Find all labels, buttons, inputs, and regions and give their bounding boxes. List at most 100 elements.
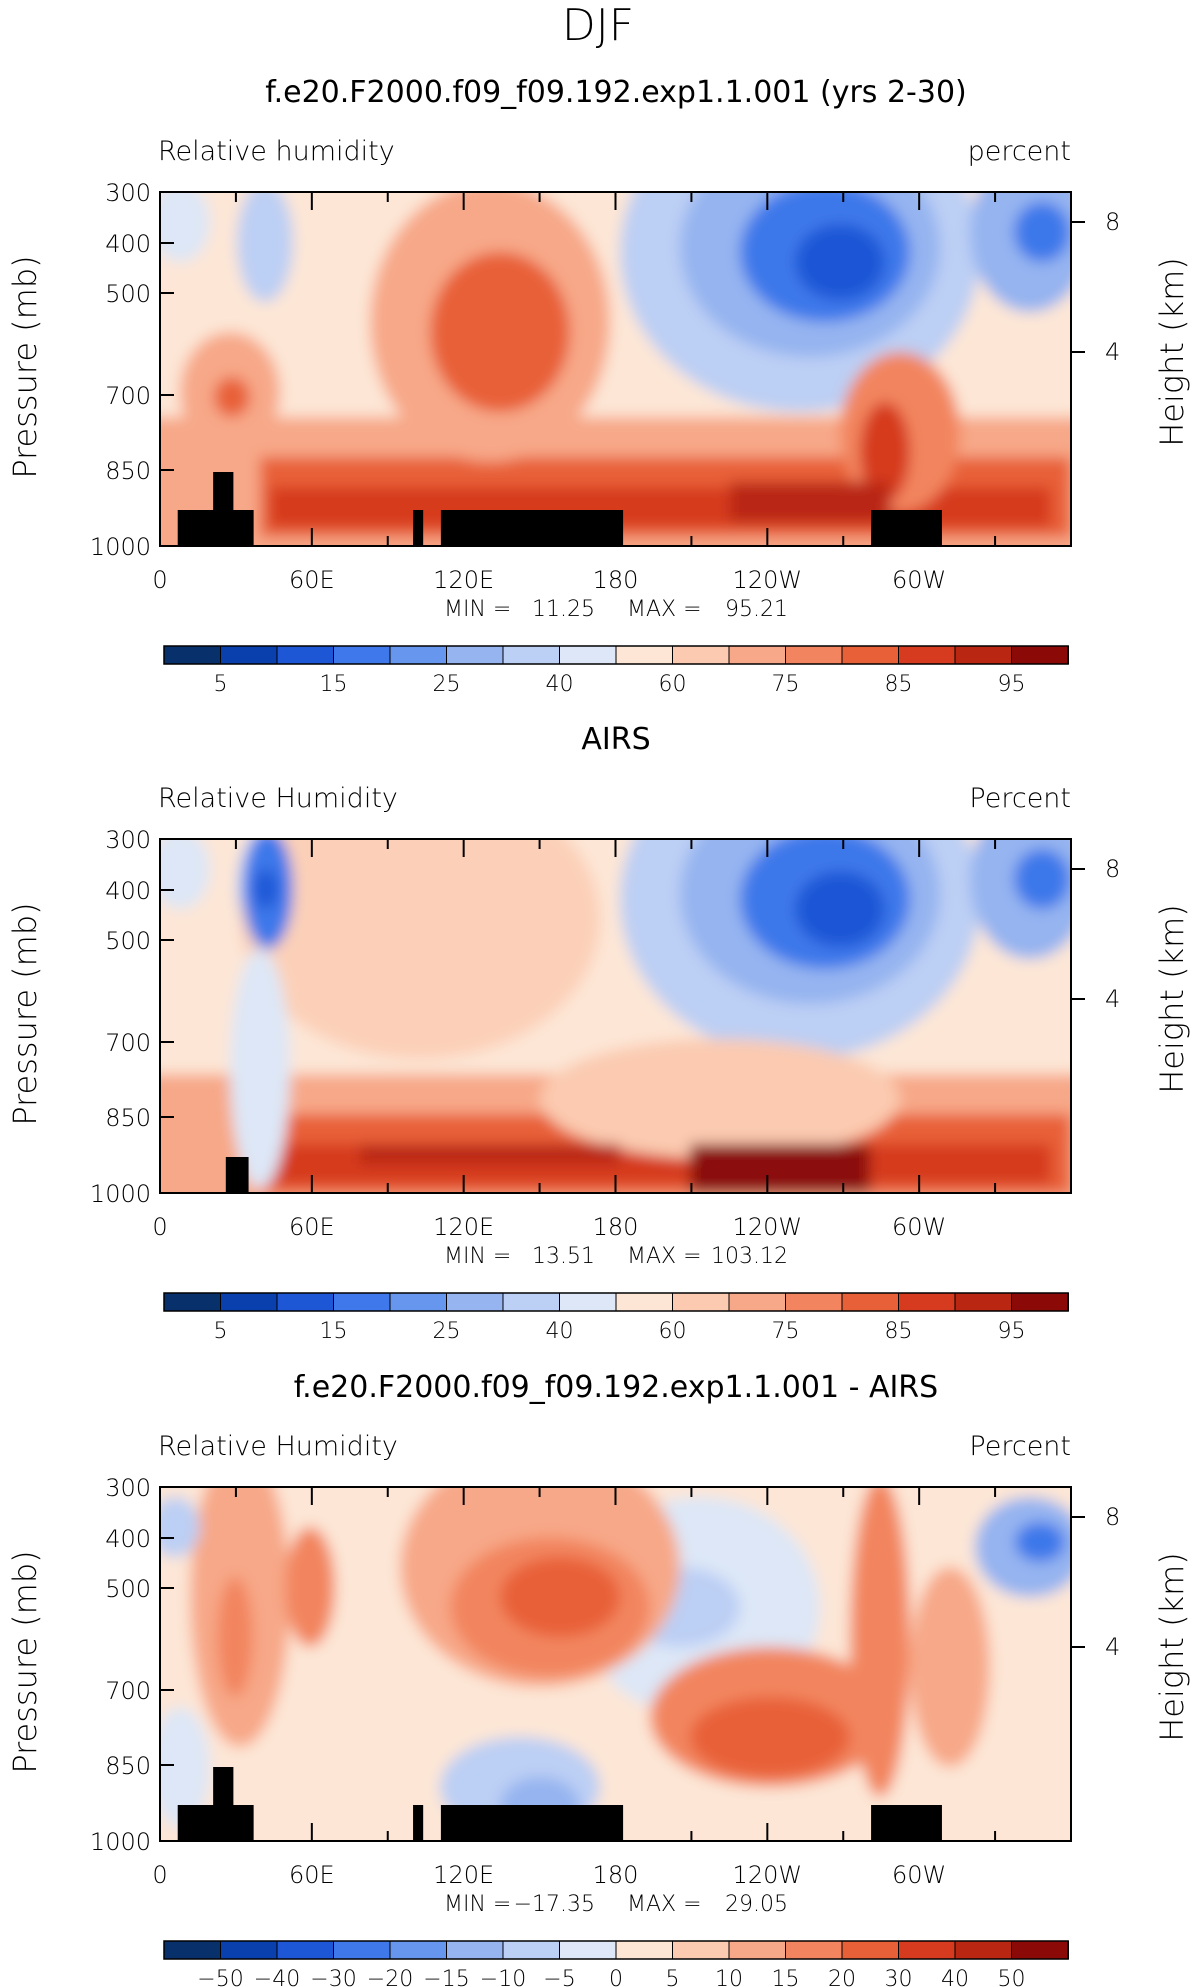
colorbar-label: 75 bbox=[772, 672, 800, 697]
colorbar-swatch bbox=[333, 1292, 391, 1312]
y-tick-label: 500 bbox=[105, 927, 151, 955]
colorbar-swatch bbox=[559, 1292, 617, 1312]
max-label: MAX = bbox=[627, 1892, 702, 1917]
colorbar-label: 60 bbox=[659, 672, 687, 697]
variable-label: Relative Humidity bbox=[158, 1431, 398, 1462]
y-tick-label: 850 bbox=[105, 457, 151, 485]
colorbar-swatch bbox=[954, 1940, 1013, 1960]
colorbar-label: 25 bbox=[433, 1319, 461, 1344]
x-tick-label: 120E bbox=[433, 1213, 494, 1241]
colorbar-label: 40 bbox=[941, 1967, 969, 1987]
colorbar-swatch bbox=[841, 1940, 900, 1960]
y-axis-label-right: Height (km) bbox=[1153, 257, 1191, 447]
colorbar-label: 20 bbox=[828, 1967, 856, 1987]
max-label: MAX = bbox=[627, 1244, 702, 1269]
colorbar-label: 15 bbox=[320, 672, 348, 697]
x-tick-label: 180 bbox=[593, 1213, 639, 1241]
x-tick-label: 180 bbox=[593, 1861, 639, 1889]
y-tick-label: 1000 bbox=[90, 533, 151, 561]
colorbar-label: 5 bbox=[214, 672, 228, 697]
colorbar-swatch bbox=[615, 645, 674, 665]
colorbar-swatch bbox=[220, 1940, 278, 1960]
colorbar-label: 15 bbox=[772, 1967, 800, 1987]
colorbar-label: −10 bbox=[480, 1967, 526, 1987]
x-tick-label: 60W bbox=[892, 1213, 946, 1241]
chart-panel-1: f.e20.F2000.f09_f09.192.exp1.1.001 (yrs … bbox=[6, 75, 1191, 697]
right-y-tick-label: 4 bbox=[1105, 1633, 1120, 1661]
colorbar-label: 25 bbox=[433, 672, 461, 697]
x-tick-label: 180 bbox=[593, 566, 639, 594]
y-axis-label-left: Pressure (mb) bbox=[6, 255, 44, 478]
x-tick-label: 120W bbox=[733, 1861, 803, 1889]
colorbar-swatch bbox=[389, 645, 448, 665]
panel-title: f.e20.F2000.f09_f09.192.exp1.1.001 - AIR… bbox=[294, 1370, 938, 1405]
variable-label: Relative humidity bbox=[158, 136, 395, 167]
chart-panel-3: f.e20.F2000.f09_f09.192.exp1.1.001 - AIR… bbox=[6, 1370, 1191, 1987]
colorbar-label: 40 bbox=[546, 672, 574, 697]
y-tick-label: 300 bbox=[105, 179, 151, 207]
colorbar-swatch bbox=[276, 645, 335, 665]
min-value: −17.35 bbox=[514, 1892, 595, 1917]
max-value: 29.05 bbox=[725, 1892, 788, 1917]
min-value: 11.25 bbox=[532, 597, 595, 622]
colorbar-swatch bbox=[389, 1940, 448, 1960]
y-tick-label: 300 bbox=[105, 826, 151, 854]
colorbar-label: 0 bbox=[609, 1967, 623, 1987]
colorbar-swatch bbox=[502, 645, 561, 665]
y-tick-label: 700 bbox=[105, 1029, 151, 1057]
colorbar: 5 15 25 40 60 75 85 95 bbox=[163, 645, 1069, 697]
y-tick-label: 1000 bbox=[90, 1828, 151, 1856]
page-title: DJF bbox=[562, 0, 634, 51]
y-tick-label: 700 bbox=[105, 382, 151, 410]
colorbar-label: 75 bbox=[772, 1319, 800, 1344]
x-tick-label: 0 bbox=[152, 1213, 167, 1241]
colorbar-label: 40 bbox=[546, 1319, 574, 1344]
colorbar-swatch bbox=[728, 645, 787, 665]
max-value: 103.12 bbox=[711, 1244, 788, 1269]
y-tick-label: 500 bbox=[105, 280, 151, 308]
colorbar-label: 5 bbox=[666, 1967, 680, 1987]
colorbar-label: −5 bbox=[543, 1967, 575, 1987]
colorbar-label: 60 bbox=[659, 1319, 687, 1344]
y-tick-label: 400 bbox=[105, 230, 151, 258]
x-tick-label: 0 bbox=[152, 1861, 167, 1889]
x-tick-label: 120E bbox=[433, 566, 494, 594]
colorbar-label: 30 bbox=[885, 1967, 913, 1987]
colorbar-swatch bbox=[559, 645, 617, 665]
y-axis-label-left: Pressure (mb) bbox=[6, 1550, 44, 1773]
colorbar-swatch bbox=[615, 1292, 674, 1312]
colorbar-swatch bbox=[898, 1292, 956, 1312]
colorbar-swatch bbox=[446, 1292, 504, 1312]
colorbar-swatch bbox=[163, 645, 222, 665]
colorbar-swatch bbox=[785, 1940, 843, 1960]
min-label: MIN = bbox=[444, 1892, 511, 1917]
colorbar-swatch bbox=[1011, 1940, 1069, 1960]
units-label: percent bbox=[968, 136, 1071, 167]
panel-title: f.e20.F2000.f09_f09.192.exp1.1.001 (yrs … bbox=[265, 75, 967, 110]
colorbar-swatch bbox=[785, 1292, 843, 1312]
y-tick-label: 300 bbox=[105, 1474, 151, 1502]
colorbar-swatch bbox=[841, 1292, 900, 1312]
colorbar-swatch bbox=[615, 1940, 674, 1960]
colorbar-swatch bbox=[672, 645, 730, 665]
units-label: Percent bbox=[969, 783, 1071, 814]
x-tick-label: 0 bbox=[152, 566, 167, 594]
colorbar-swatch bbox=[728, 1940, 787, 1960]
colorbar-label: −40 bbox=[254, 1967, 300, 1987]
colorbar-swatch bbox=[1011, 645, 1069, 665]
colorbar-swatch bbox=[672, 1292, 730, 1312]
colorbar-swatch bbox=[728, 1292, 787, 1312]
colorbar-swatch bbox=[276, 1940, 335, 1960]
variable-label: Relative Humidity bbox=[158, 783, 398, 814]
y-axis-label-left: Pressure (mb) bbox=[6, 902, 44, 1125]
y-axis-label-right: Height (km) bbox=[1153, 1552, 1191, 1742]
x-tick-label: 120W bbox=[733, 566, 803, 594]
colorbar-label: −20 bbox=[367, 1967, 413, 1987]
y-tick-label: 850 bbox=[105, 1104, 151, 1132]
colorbar-swatch bbox=[898, 1940, 956, 1960]
min-value: 13.51 bbox=[532, 1244, 595, 1269]
